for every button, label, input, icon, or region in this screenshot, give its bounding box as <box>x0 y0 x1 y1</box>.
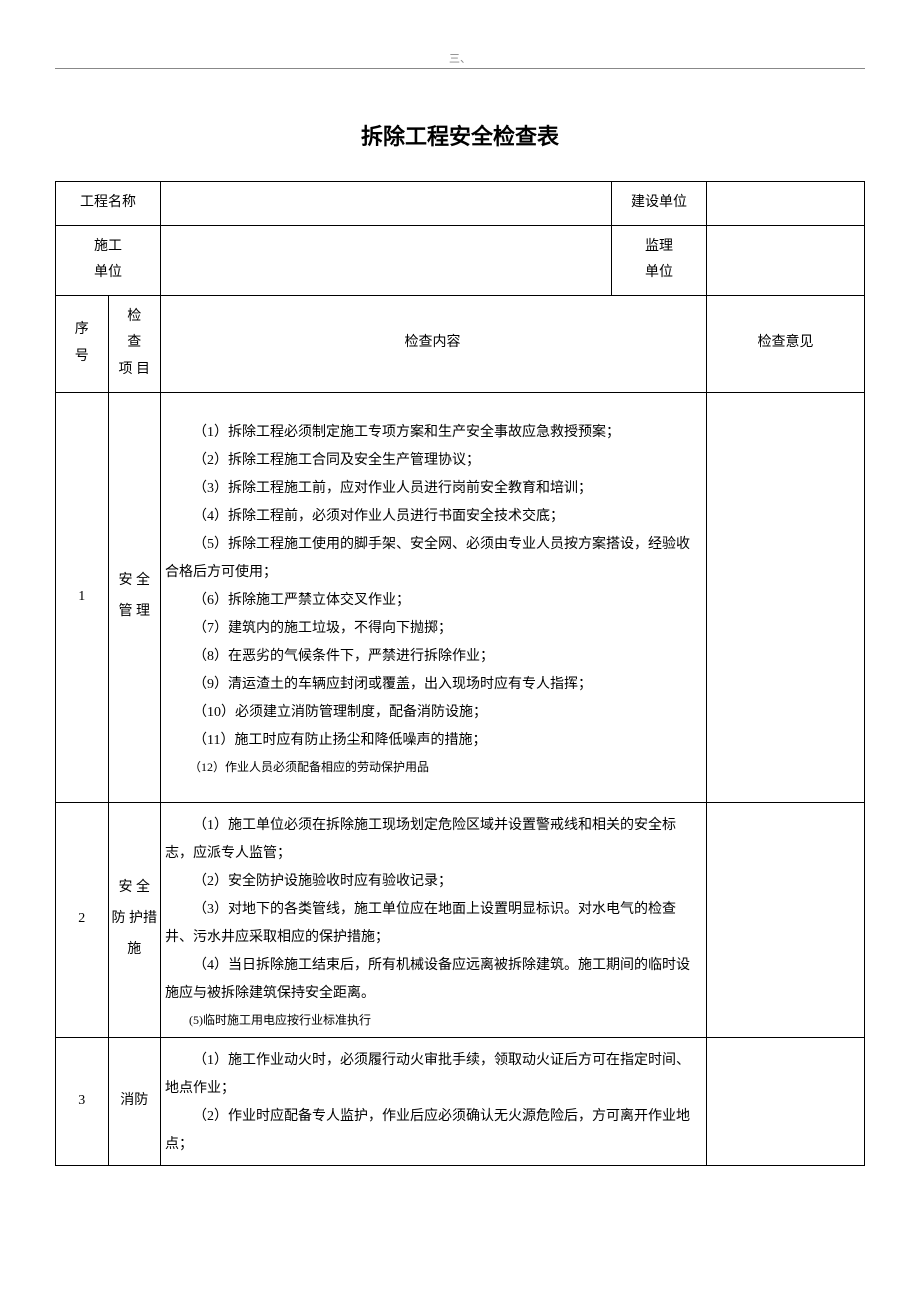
project-name-label: 工程名称 <box>56 182 161 226</box>
row-opinion <box>707 802 865 1037</box>
row-content: （1）拆除工程必须制定施工专项方案和生产安全事故应急救授预案； （2）拆除工程施… <box>161 392 707 802</box>
col-seq-l2: 号 <box>58 344 106 371</box>
content-line: （3）拆除工程施工前，应对作业人员进行岗前安全教育和培训； <box>165 475 700 503</box>
content-line: （9）清运渣土的车辆应封闭或覆盖，出入现场时应有专人指挥； <box>165 671 700 699</box>
table-row: 2 安 全 防 护措施 （1）施工单位必须在拆除施工现场划定危险区域并设置警戒线… <box>56 802 865 1037</box>
supervision-unit-label-l2: 单位 <box>614 260 704 287</box>
info-row-2: 施工 单位 监理 单位 <box>56 225 865 295</box>
construction-unit-label-l1: 施工 <box>58 234 158 261</box>
content-line: （1）施工单位必须在拆除施工现场划定危险区域并设置警戒线和相关的安全标志，应派专… <box>165 812 700 868</box>
col-item-l1: 检 <box>111 304 159 331</box>
row-content: （1）施工作业动火时，必须履行动火审批手续，领取动火证后方可在指定时间、地点作业… <box>161 1037 707 1165</box>
column-header-row: 序 号 检 查 项 目 检查内容 检查意见 <box>56 295 865 392</box>
build-unit-label: 建设单位 <box>612 182 707 226</box>
col-item-l3: 项 目 <box>111 357 159 384</box>
row-seq: 2 <box>56 802 109 1037</box>
content-line: （1）拆除工程必须制定施工专项方案和生产安全事故应急救授预案； <box>165 419 700 447</box>
col-item-header: 检 查 项 目 <box>108 295 161 392</box>
col-seq-header: 序 号 <box>56 295 109 392</box>
content-line: （8）在恶劣的气候条件下，严禁进行拆除作业； <box>165 643 700 671</box>
row-opinion <box>707 1037 865 1165</box>
supervision-unit-label: 监理 单位 <box>612 225 707 295</box>
construction-unit-value <box>161 225 612 295</box>
supervision-unit-label-l1: 监理 <box>614 234 704 261</box>
table-row: 3 消防 （1）施工作业动火时，必须履行动火审批手续，领取动火证后方可在指定时间… <box>56 1037 865 1165</box>
col-opinion-header: 检查意见 <box>707 295 865 392</box>
content-line: （11）施工时应有防止扬尘和降低噪声的措施； <box>165 727 700 755</box>
info-row-1: 工程名称 建设单位 <box>56 182 865 226</box>
content-line: （3）对地下的各类管线，施工单位应在地面上设置明显标识。对水电气的检查井、污水井… <box>165 896 700 952</box>
construction-unit-label: 施工 单位 <box>56 225 161 295</box>
row-seq: 3 <box>56 1037 109 1165</box>
row-item: 安 全 管 理 <box>108 392 161 802</box>
content-line: （4）拆除工程前，必须对作业人员进行书面安全技术交底； <box>165 503 700 531</box>
page-title: 拆除工程安全检查表 <box>55 119 865 151</box>
construction-unit-label-l2: 单位 <box>58 260 158 287</box>
content-line: （12）作业人员必须配备相应的劳动保护用品 <box>165 755 700 779</box>
build-unit-value <box>707 182 865 226</box>
content-line: （5）拆除工程施工使用的脚手架、安全网、必须由专业人员按方案搭设，经验收合格后方… <box>165 531 700 587</box>
checklist-table: 工程名称 建设单位 施工 单位 监理 单位 序 号 检 查 项 目 检查内容 检… <box>55 181 865 1166</box>
content-line: （2）安全防护设施验收时应有验收记录； <box>165 868 700 896</box>
content-line: （1）施工作业动火时，必须履行动火审批手续，领取动火证后方可在指定时间、地点作业… <box>165 1047 700 1103</box>
content-line: （2）作业时应配备专人监护，作业后应必须确认无火源危险后，方可离开作业地点； <box>165 1103 700 1159</box>
row-item: 安 全 防 护措施 <box>108 802 161 1037</box>
row-opinion <box>707 392 865 802</box>
col-seq-l1: 序 <box>58 317 106 344</box>
col-item-l2: 查 <box>111 330 159 357</box>
header-marker: 三、 <box>55 50 865 66</box>
row-content: （1）施工单位必须在拆除施工现场划定危险区域并设置警戒线和相关的安全标志，应派专… <box>161 802 707 1037</box>
content-line: （4）当日拆除施工结束后，所有机械设备应远离被拆除建筑。施工期间的临时设施应与被… <box>165 952 700 1008</box>
project-name-value <box>161 182 612 226</box>
content-line: （6）拆除施工严禁立体交叉作业； <box>165 587 700 615</box>
content-line: （7）建筑内的施工垃圾，不得向下抛掷； <box>165 615 700 643</box>
content-line: (5)临时施工用电应按行业标准执行 <box>165 1008 700 1032</box>
content-line: （10）必须建立消防管理制度，配备消防设施； <box>165 699 700 727</box>
row-item: 消防 <box>108 1037 161 1165</box>
row-seq: 1 <box>56 392 109 802</box>
supervision-unit-value <box>707 225 865 295</box>
table-row: 1 安 全 管 理 （1）拆除工程必须制定施工专项方案和生产安全事故应急救授预案… <box>56 392 865 802</box>
content-line: （2）拆除工程施工合同及安全生产管理协议； <box>165 447 700 475</box>
col-content-header: 检查内容 <box>161 295 707 392</box>
header-divider <box>55 68 865 69</box>
